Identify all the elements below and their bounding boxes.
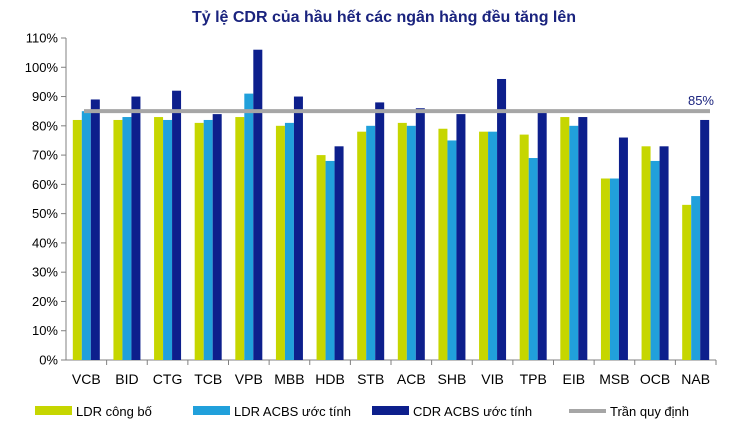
legend-label: Trần quy định xyxy=(610,404,689,419)
x-tick-label: EIB xyxy=(563,371,586,387)
y-tick-label: 90% xyxy=(32,89,58,104)
bar-ctg-series-2 xyxy=(172,90,182,360)
x-tick-label: STB xyxy=(357,371,384,387)
bar-acb-series-0 xyxy=(397,122,407,361)
bar-msb-series-1 xyxy=(609,178,619,360)
bar-ocb-series-2 xyxy=(659,146,669,360)
y-tick-label: 30% xyxy=(32,265,58,280)
bar-bid-series-2 xyxy=(131,96,141,360)
bar-shb-series-1 xyxy=(447,140,457,360)
bar-vcb-series-0 xyxy=(72,119,82,360)
bar-tcb-series-2 xyxy=(212,114,222,360)
bar-vib-series-2 xyxy=(497,78,507,361)
legend-item-0: LDR công bố xyxy=(35,404,152,419)
x-tick-label: BID xyxy=(115,371,138,387)
x-tick-label: CTG xyxy=(153,371,183,387)
legend-swatch xyxy=(193,406,230,415)
bar-vib-series-0 xyxy=(479,131,489,360)
bar-tpb-series-1 xyxy=(528,158,538,360)
bar-ctg-series-0 xyxy=(154,117,164,360)
bar-nab-series-1 xyxy=(691,196,701,360)
y-tick-label: 50% xyxy=(32,206,58,221)
bar-acb-series-1 xyxy=(406,125,416,361)
legend: LDR công bố LDR ACBS ước tính CDR ACBS ước… xyxy=(35,404,689,419)
bar-stb-series-0 xyxy=(357,131,367,360)
bar-vpb-series-2 xyxy=(253,49,263,360)
bar-bid-series-1 xyxy=(122,117,132,360)
legend-swatch xyxy=(35,406,72,415)
bar-ctg-series-1 xyxy=(163,119,173,360)
bar-ocb-series-1 xyxy=(650,160,660,360)
y-tick-label: 60% xyxy=(32,177,58,192)
reference-line-label: 85% xyxy=(688,93,714,108)
x-tick-label: TCB xyxy=(194,371,222,387)
bar-vib-series-1 xyxy=(488,131,498,360)
legend-swatch xyxy=(372,406,409,415)
bar-hdb-series-1 xyxy=(325,160,335,360)
bar-msb-series-2 xyxy=(618,137,628,360)
x-tick-label: ACB xyxy=(397,371,426,387)
bar-tpb-series-2 xyxy=(537,111,547,360)
bar-vpb-series-1 xyxy=(244,93,254,361)
bar-eib-series-1 xyxy=(569,125,579,361)
bar-vcb-series-2 xyxy=(90,99,100,361)
x-tick-label: NAB xyxy=(681,371,710,387)
bar-acb-series-2 xyxy=(415,108,425,360)
legend-label: LDR ACBS ước tính xyxy=(234,404,351,419)
bar-eib-series-2 xyxy=(578,117,588,360)
y-tick-label: 70% xyxy=(32,148,58,163)
bar-hdb-series-0 xyxy=(316,155,326,360)
x-tick-label: VCB xyxy=(72,371,101,387)
bar-mbb-series-0 xyxy=(275,125,285,361)
x-tick-label: VIB xyxy=(481,371,504,387)
bar-hdb-series-2 xyxy=(334,146,344,360)
bar-nab-series-0 xyxy=(682,204,692,360)
x-tick-label: TPB xyxy=(520,371,547,387)
bar-stb-series-2 xyxy=(375,102,385,361)
bar-stb-series-1 xyxy=(366,125,376,361)
bar-msb-series-0 xyxy=(600,178,610,360)
bar-nab-series-2 xyxy=(700,119,710,360)
bar-ocb-series-0 xyxy=(641,146,651,360)
legend-label: LDR công bố xyxy=(76,404,152,419)
x-tick-label: OCB xyxy=(640,371,670,387)
bar-bid-series-0 xyxy=(113,119,123,360)
y-tick-label: 110% xyxy=(26,31,59,46)
legend-item-3: Trần quy định xyxy=(569,404,689,419)
x-tick-label: MSB xyxy=(599,371,629,387)
y-tick-label: 0% xyxy=(39,353,58,368)
bar-vcb-series-1 xyxy=(81,111,91,360)
plot-area: 0% 10% 20% 30% 40% 50% 60% 70% 80% 90% 100% 110% VCB… xyxy=(25,31,717,387)
bar-eib-series-0 xyxy=(560,117,570,360)
legend-item-1: LDR ACBS ước tính xyxy=(193,404,351,419)
bar-mbb-series-1 xyxy=(284,122,294,361)
x-tick-label: MBB xyxy=(274,371,304,387)
bar-tcb-series-0 xyxy=(194,122,204,361)
x-tick-label: SHB xyxy=(438,371,467,387)
bar-vpb-series-0 xyxy=(235,117,245,360)
legend-item-2: CDR ACBS ước tính xyxy=(372,404,532,419)
bar-shb-series-0 xyxy=(438,128,448,360)
y-tick-label: 10% xyxy=(32,323,58,338)
y-tick-label: 100% xyxy=(25,60,59,75)
legend-label: CDR ACBS ước tính xyxy=(413,404,532,419)
bar-mbb-series-2 xyxy=(293,96,303,360)
x-tick-label: HDB xyxy=(315,371,345,387)
chart-title: Tỷ lệ CDR của hầu hết các ngân hàng đều … xyxy=(192,9,576,26)
bar-tpb-series-0 xyxy=(519,134,529,360)
x-tick-label: VPB xyxy=(235,371,263,387)
y-tick-label: 40% xyxy=(32,235,58,250)
bar-shb-series-2 xyxy=(456,114,466,360)
y-tick-label: 80% xyxy=(32,118,58,133)
y-tick-label: 20% xyxy=(32,294,58,309)
bar-tcb-series-1 xyxy=(203,119,213,360)
